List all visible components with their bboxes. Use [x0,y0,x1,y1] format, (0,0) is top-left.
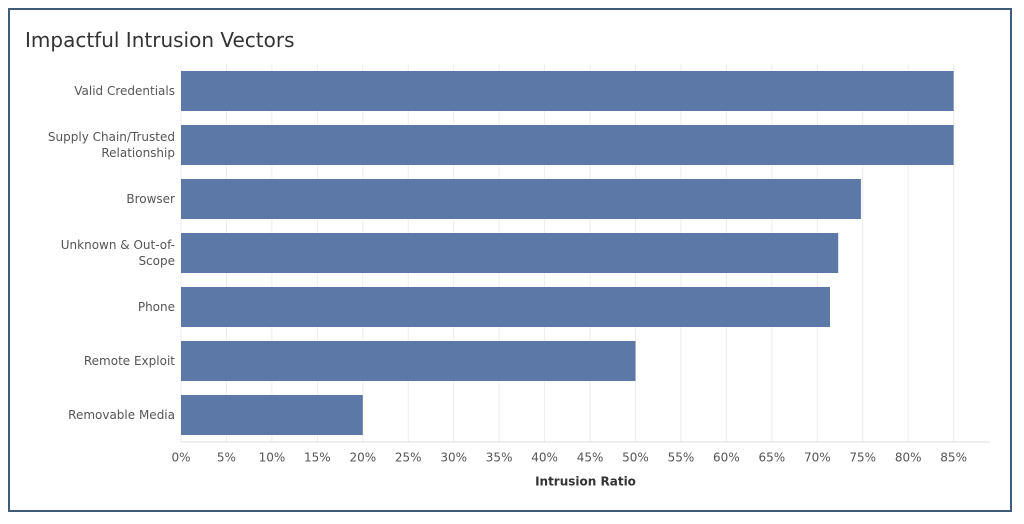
y-tick-label: Removable Media [68,408,175,422]
x-tick-label: 75% [849,451,876,465]
x-tick-label: 35% [486,451,513,465]
y-tick-label: Browser [126,192,175,206]
y-tick-label: Unknown & Out-of-Scope [60,238,175,268]
x-tick-label: 10% [259,451,286,465]
x-tick-label: 65% [759,451,786,465]
bar [181,341,636,381]
x-tick-label: 85% [940,451,967,465]
chart-title: Impactful Intrusion Vectors [25,28,295,52]
x-tick-label: 0% [171,451,190,465]
bar [181,71,954,111]
y-tick-label: Remote Exploit [83,354,175,368]
x-tick-label: 25% [395,451,422,465]
x-tick-label: 30% [440,451,467,465]
x-tick-label: 20% [349,451,376,465]
bar [181,287,831,327]
y-tick-label: Phone [137,300,175,314]
y-tick-label: Supply Chain/Trusted Relationship [47,130,175,160]
y-tick-label: Valid Credentials [74,84,175,98]
x-tick-label: 60% [713,451,740,465]
x-tick-label: 80% [895,451,922,465]
frame [8,8,1012,512]
x-tick-label: 55% [668,451,695,465]
bar [181,395,363,435]
x-tick-label: 40% [531,451,558,465]
x-tick-label: 5% [217,451,236,465]
x-tick-label: 70% [804,451,831,465]
x-tick-label: 45% [577,451,604,465]
bar [181,179,861,219]
x-tick-label: 15% [304,451,331,465]
x-axis-title: Intrusion Ratio [535,475,636,489]
bar [181,233,839,273]
x-tick-label: 50% [622,451,649,465]
bar [181,125,954,165]
